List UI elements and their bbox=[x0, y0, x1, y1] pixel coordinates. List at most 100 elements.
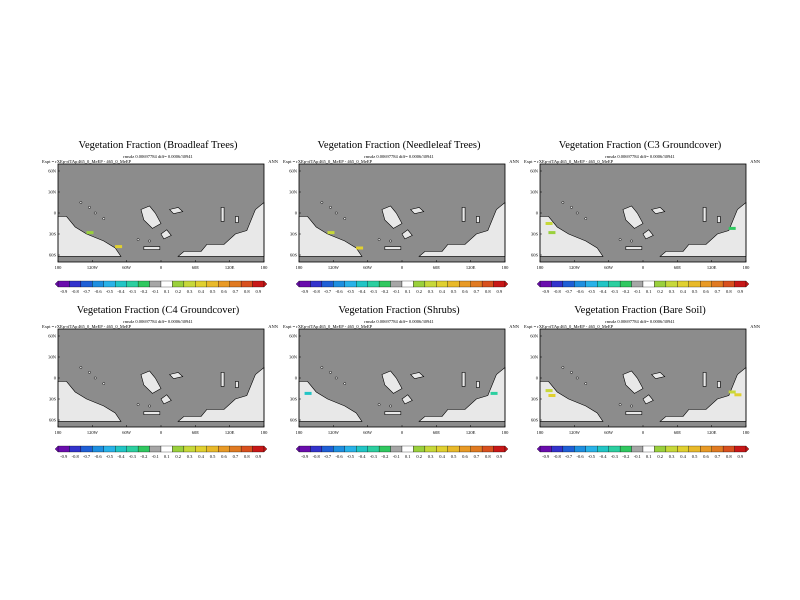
y-tick-label: 30S bbox=[49, 397, 57, 402]
colorbar-swatch-17 bbox=[481, 445, 494, 453]
colorbar-swatch-4 bbox=[574, 445, 586, 453]
colorbar-swatch-3 bbox=[321, 445, 334, 453]
map-svg: 60N 30N 0 30S 60S 180 120W 60W 0 60E 120E 180 -0.9 -0… bbox=[530, 163, 750, 294]
y-tick-label: 0 bbox=[295, 211, 298, 216]
colorbar-label: 0.1 bbox=[405, 454, 411, 459]
colorbar-label: 0.5 bbox=[692, 454, 698, 459]
islet-4 bbox=[343, 217, 347, 220]
panel-run-label: 465_0_MeEP - 465_0_MeEP bbox=[319, 159, 373, 164]
colorbar-swatch-3 bbox=[80, 445, 93, 453]
colorbar-label: 0.6 bbox=[462, 454, 468, 459]
colorbar-label: 0.8 bbox=[485, 289, 491, 294]
land-west bbox=[539, 216, 604, 257]
y-tick-label: 30N bbox=[48, 190, 57, 195]
colorbar-label: 0.6 bbox=[221, 454, 227, 459]
x-tick-label: 0 bbox=[160, 265, 163, 270]
panel-subtitle: rmsdz 0.00697784 diff= 0.0006/30941 bbox=[364, 154, 434, 159]
panel-title: Vegetation Fraction (C4 Groundcover) bbox=[76, 305, 240, 316]
panel-title: Vegetation Fraction (Broadleaf Trees) bbox=[78, 140, 238, 151]
panel-expt-label: Expt = rXEp-rfTAp bbox=[283, 324, 319, 329]
colorbar-label: 0.6 bbox=[462, 289, 468, 294]
x-tick-label: 60E bbox=[674, 265, 682, 270]
colorbar-low-arrow bbox=[54, 445, 59, 453]
colorbar-swatch-17 bbox=[240, 280, 253, 288]
colorbar-swatch-6 bbox=[115, 445, 127, 453]
island-4 bbox=[384, 411, 402, 415]
colorbar-swatch-5 bbox=[585, 445, 598, 453]
land-west bbox=[298, 381, 363, 422]
colorbar-swatch-9 bbox=[149, 280, 162, 288]
colorbar-swatch-14 bbox=[206, 445, 219, 453]
x-tick-label: 60E bbox=[674, 430, 682, 435]
colorbar-label: -0.1 bbox=[152, 454, 159, 459]
x-tick-label: 60W bbox=[122, 265, 131, 270]
colorbar-swatch-10 bbox=[160, 445, 173, 453]
colorbar-swatch-12 bbox=[183, 280, 196, 288]
islet-4 bbox=[102, 217, 106, 220]
x-tick-label: 120W bbox=[328, 265, 340, 270]
island-5 bbox=[461, 372, 466, 387]
colorbar-label: 0.9 bbox=[496, 454, 502, 459]
island-2 bbox=[651, 372, 666, 380]
colorbar-swatch-8 bbox=[378, 445, 391, 453]
colorbar-label: 0.4 bbox=[198, 454, 204, 459]
colorbar-label: -0.4 bbox=[599, 454, 607, 459]
panel-subtitle: rmsdz 0.00697784 diff= 0.0006/30941 bbox=[364, 319, 434, 324]
colorbar-swatch-2 bbox=[551, 445, 564, 453]
colorbar-label: -0.9 bbox=[301, 289, 309, 294]
x-tick-label: 60E bbox=[433, 265, 441, 270]
colorbar-swatch-12 bbox=[665, 280, 678, 288]
colorbar-label: 0.1 bbox=[164, 289, 170, 294]
island-4 bbox=[625, 246, 643, 250]
x-tick-label: 180 bbox=[537, 265, 545, 270]
colorbar-label: -0.5 bbox=[106, 289, 114, 294]
panel-expt-label: Expt = rXEp-rfTAp bbox=[524, 159, 560, 164]
panel-title: Vegetation Fraction (Needleleaf Trees) bbox=[317, 140, 481, 151]
colorbar-swatch-13 bbox=[436, 445, 448, 453]
colorbar-label: 0.8 bbox=[726, 454, 732, 459]
colorbar-swatch-16 bbox=[470, 445, 483, 453]
colorbar-label: 0.2 bbox=[416, 454, 422, 459]
x-tick-label: 120E bbox=[466, 265, 476, 270]
colorbar-swatch-18 bbox=[493, 445, 506, 453]
colorbar-swatch-5 bbox=[103, 280, 116, 288]
colorbar-swatch-16 bbox=[470, 280, 483, 288]
land-west bbox=[539, 381, 604, 422]
colorbar-swatch-16 bbox=[229, 445, 242, 453]
colorbar-label: -0.8 bbox=[72, 454, 80, 459]
colorbar-label: -0.5 bbox=[588, 289, 596, 294]
colorbar-swatch-9 bbox=[390, 445, 403, 453]
colorbar-label: -0.1 bbox=[393, 289, 400, 294]
x-tick-label: 120W bbox=[328, 430, 340, 435]
island-5 bbox=[220, 207, 225, 222]
colorbar-swatch-8 bbox=[378, 280, 391, 288]
y-tick-label: 0 bbox=[54, 211, 57, 216]
y-tick-label: 30S bbox=[49, 232, 57, 237]
colorbar-label: 0.2 bbox=[657, 289, 663, 294]
data-cell-2 bbox=[115, 245, 123, 249]
y-tick-label: 60S bbox=[49, 418, 57, 423]
map-svg: 60N 30N 0 30S 60S 180 120W 60W 0 60E 120E 180 -0.9 -0… bbox=[289, 163, 509, 294]
islet-6 bbox=[630, 404, 633, 408]
island-5 bbox=[220, 372, 225, 387]
y-tick-label: 60N bbox=[289, 334, 298, 339]
x-tick-label: 120W bbox=[87, 265, 99, 270]
colorbar-label: 0.3 bbox=[428, 454, 434, 459]
x-tick-label: 60W bbox=[604, 265, 614, 270]
colorbar-swatch-2 bbox=[551, 280, 564, 288]
x-tick-label: 120E bbox=[225, 265, 235, 270]
y-tick-label: 0 bbox=[536, 376, 539, 381]
colorbar-label: 0.5 bbox=[210, 289, 216, 294]
panel-title: Vegetation Fraction (Shrubs) bbox=[338, 305, 460, 316]
colorbar-swatch-3 bbox=[562, 445, 575, 453]
x-tick-label: 120E bbox=[707, 430, 717, 435]
colorbar-swatch-9 bbox=[631, 445, 644, 453]
island-6 bbox=[235, 381, 239, 388]
colorbar-high-arrow bbox=[263, 280, 268, 288]
y-tick-label: 30N bbox=[289, 190, 298, 195]
colorbar-label: 0.8 bbox=[244, 289, 250, 294]
y-tick-label: 30S bbox=[531, 232, 539, 237]
x-tick-label: 120E bbox=[466, 430, 476, 435]
data-cell-1 bbox=[327, 231, 335, 235]
colorbar-label: 0.7 bbox=[474, 289, 480, 294]
